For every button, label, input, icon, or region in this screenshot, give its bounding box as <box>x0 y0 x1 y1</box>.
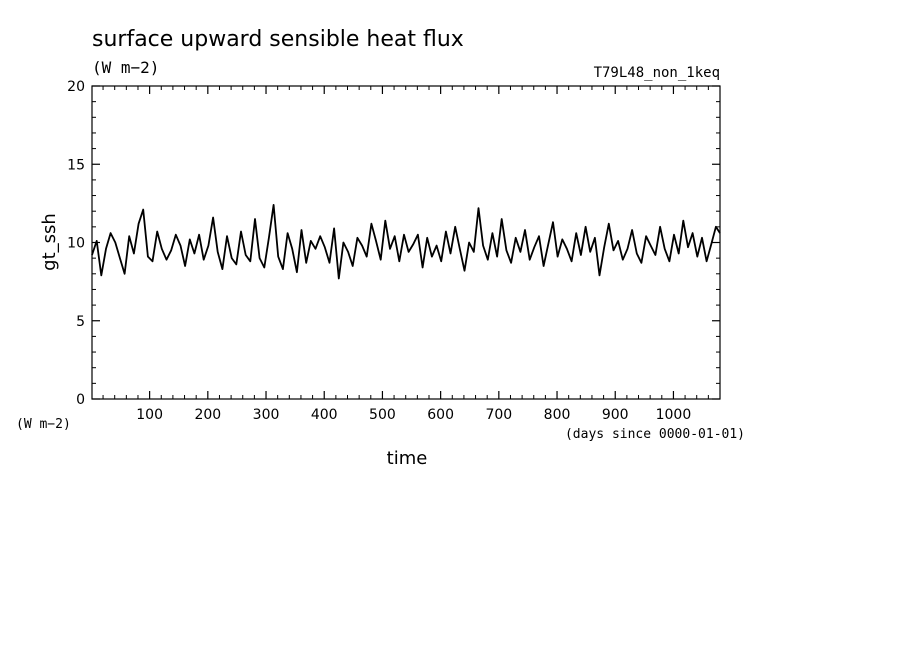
x-tick-labels: 100 200 300 400 500 600 700 800 900 1000 <box>136 407 691 423</box>
series-line-gt-ssh <box>91 204 721 280</box>
y-axis-label: gt_ssh <box>39 213 60 271</box>
minor-ticks <box>92 86 720 399</box>
y-tick-label: 0 <box>76 392 85 408</box>
run-label: T79L48_non_1keq <box>594 65 720 81</box>
y-tick-label: 5 <box>76 314 85 330</box>
y-tick-labels: 0 5 10 15 20 <box>67 79 85 408</box>
x-tick-label: 500 <box>369 407 396 423</box>
y-tick-label: 15 <box>67 157 85 173</box>
x-tick-label: 900 <box>602 407 629 423</box>
y-unit-label: (W m−2) <box>16 417 71 432</box>
x-tick-label: 400 <box>311 407 338 423</box>
x-tick-label: 600 <box>427 407 454 423</box>
x-tick-label: 100 <box>136 407 163 423</box>
chart-units: (W m−2) <box>92 58 159 77</box>
y-tick-label: 20 <box>67 79 85 95</box>
x-tick-label: 1000 <box>656 407 692 423</box>
y-tick-label: 10 <box>67 236 85 252</box>
x-tick-label: 300 <box>253 407 280 423</box>
x-unit-label: (days since 0000-01-01) <box>565 427 745 442</box>
x-tick-label: 800 <box>544 407 571 423</box>
chart-title: surface upward sensible heat flux <box>92 27 464 52</box>
x-tick-label: 200 <box>194 407 221 423</box>
x-tick-label: 700 <box>485 407 512 423</box>
major-ticks <box>92 85 720 400</box>
x-axis-label: time <box>387 448 428 469</box>
